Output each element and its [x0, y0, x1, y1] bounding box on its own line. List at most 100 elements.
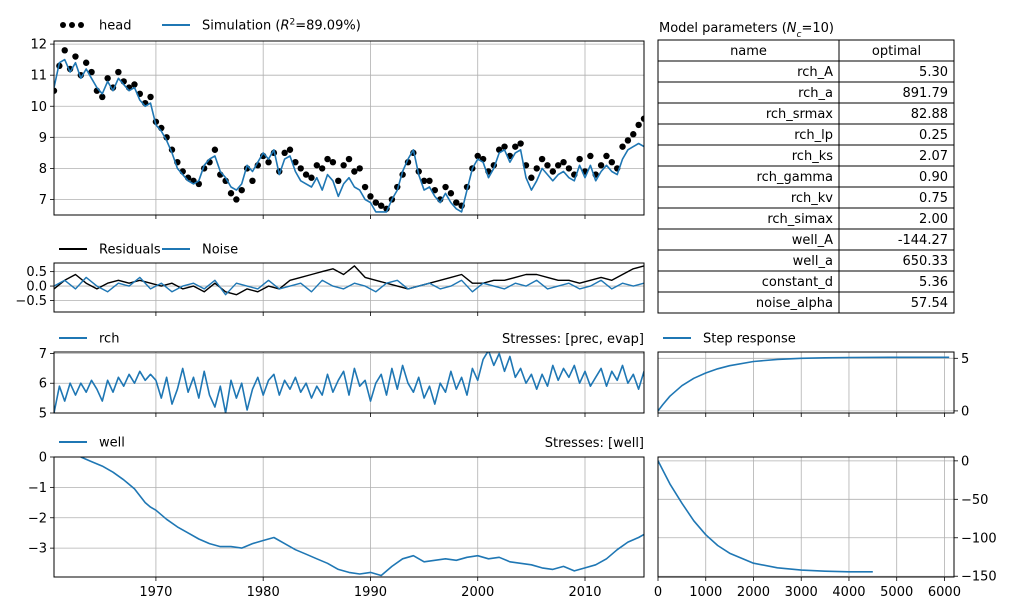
x-tick-label: 4000 — [832, 585, 865, 600]
head-point — [619, 143, 626, 150]
y-tick-label: −0.5 — [15, 294, 47, 309]
head-point — [501, 143, 508, 150]
head-point — [61, 47, 68, 54]
head-point — [302, 171, 310, 178]
head-point — [82, 59, 90, 66]
head-point — [517, 140, 524, 147]
legend-label: Simulation (R2=89.09%) — [202, 18, 361, 34]
y-tick-label: 0 — [39, 451, 47, 466]
head-point — [512, 143, 519, 150]
head-point — [431, 186, 439, 194]
legend-label: Noise — [202, 243, 238, 258]
y-tick-label: −150 — [961, 570, 997, 585]
table-cell-value: 5.30 — [919, 65, 948, 80]
legend-simulation: Simulation (R2=89.09%) — [162, 18, 361, 34]
head-point — [72, 53, 79, 60]
y-tick-label: 0.5 — [26, 265, 47, 280]
head-point — [340, 162, 347, 169]
head-point — [367, 193, 374, 200]
legend-step-response: Step response — [663, 332, 796, 347]
head-point — [608, 158, 616, 166]
y-tick-label: 9 — [39, 131, 47, 146]
head-point — [624, 137, 632, 144]
legend-marker — [60, 22, 66, 28]
x-tick-label: 5000 — [880, 585, 913, 600]
well-axes: 0 −1 −2 −3 1970 1980 1990 2000 2010 — [28, 451, 645, 600]
well-axes-frame — [53, 456, 645, 578]
head-axes-frame — [53, 40, 645, 216]
head-point — [447, 190, 455, 197]
legend-residuals: Residuals — [59, 243, 161, 258]
head-point — [281, 149, 288, 157]
head-point — [249, 177, 256, 185]
x-tick-label: 6000 — [928, 585, 961, 600]
head-point — [554, 162, 562, 169]
residuals-axes-data — [54, 265, 644, 296]
rch-stresses-title: Stresses: [prec, evap] — [502, 332, 644, 347]
head-point — [356, 165, 363, 172]
y-tick-label: −50 — [961, 493, 988, 508]
head-point — [528, 174, 535, 181]
table-border — [657, 39, 955, 314]
well-axes-data — [80, 457, 644, 577]
y-tick-label: −100 — [961, 531, 997, 546]
table-cell-value: 57.54 — [911, 296, 948, 311]
y-tick-label: 12 — [30, 38, 47, 53]
head-point — [565, 165, 573, 172]
y-tick-label: −1 — [28, 481, 47, 496]
table-cell-value: 0.25 — [919, 128, 948, 143]
parameter-table: Model parameters (Nc=10) name optimal rch_A… — [657, 21, 955, 314]
head-point — [292, 158, 299, 166]
y-tick-label: 5 — [39, 407, 47, 422]
table-cell-value: 0.75 — [919, 191, 948, 206]
legend-rch: rch — [59, 332, 119, 347]
head-point — [533, 165, 540, 172]
head-axes: 7 8 9 10 11 12 — [30, 38, 645, 219]
legend-marker — [78, 22, 84, 28]
table-cell-name: rch_a — [798, 86, 833, 101]
y-tick-label: −2 — [28, 511, 47, 526]
head-point — [576, 155, 583, 163]
head-point — [329, 158, 337, 166]
y-tick-label: 11 — [30, 69, 47, 84]
head-point — [597, 162, 605, 169]
rch-axes-data — [54, 352, 644, 413]
y-tick-label: −3 — [28, 542, 47, 557]
table-cell-name: rch_A — [797, 65, 833, 80]
table-cell-value: 2.07 — [919, 149, 948, 164]
head-point — [99, 93, 106, 101]
table-cell-name: noise_alpha — [756, 296, 833, 311]
well-step-axes-data — [658, 460, 873, 573]
x-tick-label: 1990 — [354, 585, 387, 600]
rch-line — [54, 352, 644, 413]
head-point — [131, 81, 138, 88]
head-point — [115, 68, 122, 76]
table-cell-name: well_a — [793, 254, 833, 269]
head-point — [313, 162, 321, 169]
head-point — [297, 165, 304, 172]
head-point — [377, 202, 385, 209]
head-point — [453, 199, 460, 206]
head-point — [442, 183, 449, 191]
simulation-r-line — [54, 58, 644, 213]
y-tick-label: 0 — [961, 454, 969, 469]
y-tick-label: 10 — [30, 100, 47, 115]
head-point — [54, 87, 58, 94]
x-tick-label: 2000 — [737, 585, 770, 600]
head-point — [420, 177, 428, 185]
table-cell-name: rch_lp — [794, 128, 833, 143]
head-point — [88, 68, 95, 76]
y-tick-label: 8 — [39, 162, 47, 177]
table-cell-value: -144.27 — [898, 233, 948, 248]
x-tick-label: 0 — [654, 585, 662, 600]
head-point — [372, 199, 380, 206]
head-point — [426, 177, 433, 185]
legend-marker — [69, 22, 75, 28]
legend-label: rch — [99, 332, 119, 347]
table-cell-name: rch_gamma — [757, 170, 833, 185]
head-point — [308, 174, 315, 181]
table-cell-value: 891.79 — [903, 86, 949, 101]
x-tick-label: 2010 — [568, 585, 601, 600]
table-header-optimal: optimal — [872, 44, 921, 59]
